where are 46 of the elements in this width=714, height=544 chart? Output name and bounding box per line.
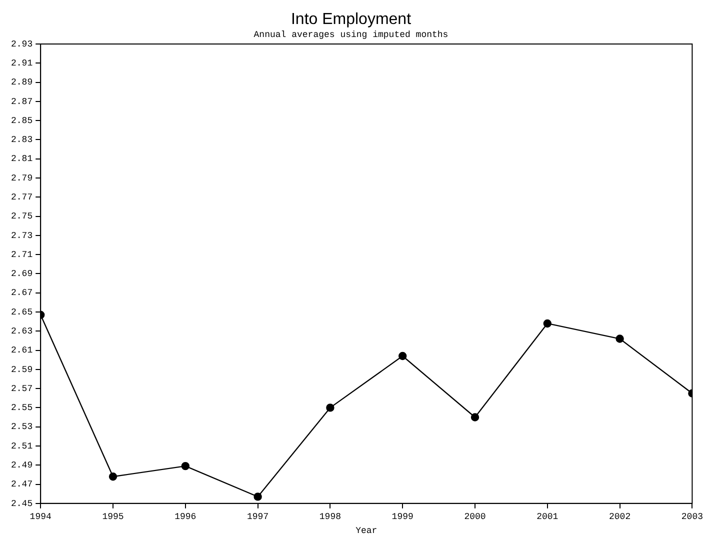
point xyxy=(398,352,407,360)
y-tick-label: 2.59 xyxy=(10,364,33,375)
x-tick-label: 2001 xyxy=(536,512,558,522)
y-tick-label: 2.73 xyxy=(10,230,33,241)
y-tick-label: 2.85 xyxy=(10,116,33,126)
x-tick-label: 2002 xyxy=(608,512,631,522)
y-tick-label: 2.57 xyxy=(10,384,33,394)
y-tick-label: 2.91 xyxy=(10,58,33,69)
y-tick-label: 2.71 xyxy=(10,250,33,260)
y-tick-label: 2.77 xyxy=(10,192,33,203)
y-tick-label: 2.79 xyxy=(10,173,33,184)
point xyxy=(254,492,262,501)
y-tick-label: 2.65 xyxy=(10,307,33,318)
y-tick-label: 2.89 xyxy=(10,78,33,88)
x-tick-label: 1996 xyxy=(174,512,196,522)
y-tick-label: 2.93 xyxy=(10,39,33,50)
y-tick-label: 2.83 xyxy=(10,135,33,146)
y-tick-label: 2.51 xyxy=(10,441,33,452)
point xyxy=(470,413,480,422)
point xyxy=(108,472,118,481)
point xyxy=(616,334,624,343)
x-tick-label: 1995 xyxy=(102,512,124,522)
point xyxy=(326,404,334,412)
y-tick-label: 2.87 xyxy=(10,96,33,107)
x-tick-label: 2003 xyxy=(681,512,704,522)
y-tick-label: 2.63 xyxy=(10,326,33,337)
y-tick-label: 2.49 xyxy=(10,460,33,471)
y-tick-label: 2.45 xyxy=(10,498,33,509)
x-tick-label: 1997 xyxy=(246,512,269,522)
y-tick-label: 2.55 xyxy=(10,403,33,414)
x-tick-label: 1994 xyxy=(30,512,52,522)
point xyxy=(181,462,190,470)
y-tick-label: 2.81 xyxy=(10,154,33,164)
x-tick-label: 1999 xyxy=(392,512,414,522)
y-tick-label: 2.47 xyxy=(10,480,33,490)
chart-subtitle: Annual averages using imputed months xyxy=(254,30,448,40)
y-tick-label: 2.67 xyxy=(10,288,33,298)
x-axis-title: Year xyxy=(356,526,378,536)
y-tick-label: 2.69 xyxy=(10,269,33,280)
chart-title: Into Employment xyxy=(290,11,412,28)
y-tick-label: 2.75 xyxy=(10,212,33,222)
y-tick-label: 2.53 xyxy=(10,422,33,432)
y-tick-label: 2.61 xyxy=(10,346,33,356)
point xyxy=(543,319,552,328)
x-tick-label: 1998 xyxy=(319,512,342,522)
x-tick-label: 2000 xyxy=(464,512,486,522)
